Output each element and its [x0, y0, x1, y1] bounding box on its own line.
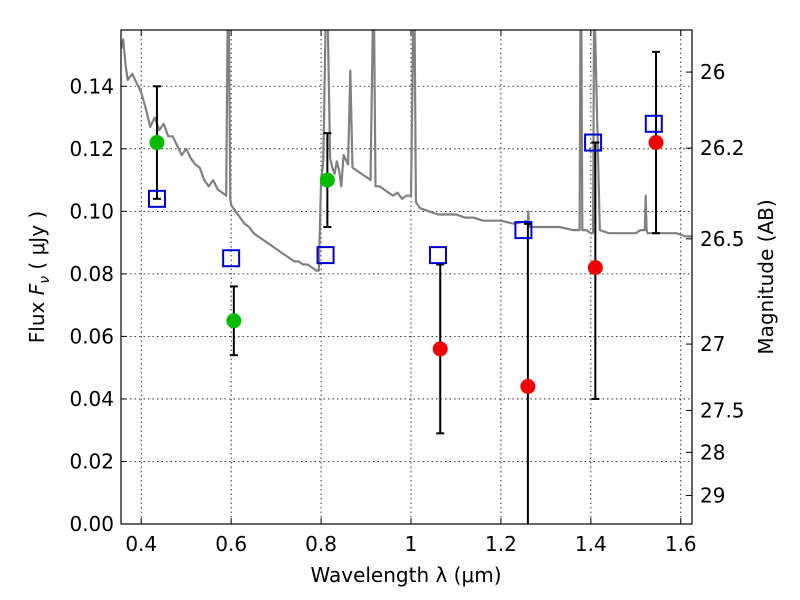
y-axis-label-prefix: Flux — [25, 295, 49, 343]
y-axis-label: Flux Fν ( μJy ) — [25, 211, 53, 343]
y-tick-label: 0.10 — [69, 199, 114, 223]
nondetected-point — [432, 341, 448, 357]
nondetected-point — [587, 260, 603, 276]
model-point-square — [147, 189, 166, 208]
y-tick-label: 0.04 — [69, 387, 114, 411]
y-tick-label: 0.02 — [69, 449, 114, 473]
grid — [121, 30, 692, 525]
y-tick-label: 0.12 — [69, 137, 114, 161]
x-tick-label: 1 — [405, 532, 418, 556]
mag-tick-label: 26 — [700, 60, 725, 84]
y-axis-label-symbol: F — [25, 283, 49, 295]
detected-point — [149, 135, 165, 151]
plot-area — [121, 30, 692, 524]
model-point-square — [222, 249, 241, 268]
model-point-square — [584, 133, 603, 152]
mag-tick-label: 27.5 — [700, 398, 745, 422]
mag-tick-label: 27 — [700, 332, 725, 356]
x-tick-label: 1.4 — [575, 532, 607, 556]
observed-points — [149, 135, 664, 394]
detected-point — [226, 313, 242, 329]
model-point-square — [316, 246, 335, 265]
x-tick-label: 0.4 — [125, 532, 157, 556]
x-tick-label: 0.8 — [305, 532, 337, 556]
model-point-square — [644, 114, 663, 133]
mag-tick-label: 28 — [700, 440, 725, 464]
y-tick-label: 0.06 — [69, 324, 114, 348]
mag-tick-label: 29 — [700, 483, 725, 507]
spectrum-line — [121, 30, 692, 272]
x-tick-label: 1.6 — [665, 532, 697, 556]
model-point-square — [428, 246, 447, 265]
mag-tick-label: 26.5 — [700, 227, 745, 251]
x-tick-label: 1.2 — [485, 532, 517, 556]
y-axis-label-unit: ( μJy ) — [25, 211, 49, 276]
x-axis-label: Wavelength λ (μm) — [310, 563, 501, 587]
right-axis-label: Magnitude (AB) — [754, 199, 778, 354]
mag-tick-label: 26.2 — [700, 136, 745, 160]
ticks: 0.4 0.6 0.8 1 1.2 1.4 1.6 0.00 0.02 0.04 0.06 0.08 0… — [69, 30, 745, 556]
y-tick-label: 0.14 — [69, 74, 114, 98]
nondetected-point — [520, 378, 536, 394]
y-tick-label: 0.08 — [69, 262, 114, 286]
model-point-square — [514, 221, 533, 240]
y-tick-label: 0.00 — [69, 512, 114, 536]
detected-point — [319, 172, 335, 188]
nondetected-point — [648, 135, 664, 151]
x-tick-label: 0.6 — [215, 532, 247, 556]
plot-frame — [120, 29, 693, 525]
y-axis-label-subscript: ν — [37, 276, 53, 284]
model-points — [147, 114, 663, 268]
